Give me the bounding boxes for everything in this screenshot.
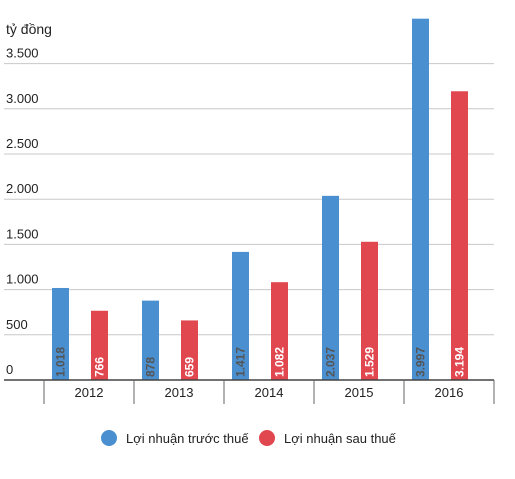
data-label: 1.417 — [234, 347, 248, 377]
bar — [52, 287, 69, 380]
x-tick-label: 2016 — [435, 385, 464, 400]
data-label: 1.018 — [54, 347, 68, 377]
y-axis-ticks: 0 500 1.000 1.500 2.000 2.500 3.000 3.500 — [6, 46, 39, 377]
bar — [232, 251, 249, 380]
x-tick-label: 2015 — [345, 385, 374, 400]
x-tick-label: 2012 — [75, 385, 104, 400]
y-tick-label: 0 — [6, 362, 13, 377]
y-tick-label: 3.000 — [6, 91, 39, 106]
y-tick-label: 500 — [6, 317, 28, 332]
x-tick-label: 2013 — [165, 385, 194, 400]
data-label: 659 — [183, 357, 197, 377]
x-axis: 2012 2013 2014 2015 2016 — [4, 379, 495, 404]
y-tick-label: 3.500 — [6, 46, 39, 61]
bar — [412, 18, 429, 380]
data-label: 3.194 — [453, 347, 467, 377]
grid-lines — [4, 63, 494, 336]
data-label: 2.037 — [324, 347, 338, 377]
bar — [361, 241, 378, 380]
bar — [271, 282, 288, 380]
y-tick-label: 1.500 — [6, 226, 39, 241]
legend-marker — [259, 430, 275, 446]
data-label: 878 — [144, 357, 158, 377]
data-label: 766 — [93, 357, 107, 377]
y-axis-label: tỷ đồng — [6, 21, 52, 37]
bar — [181, 320, 198, 380]
bar — [451, 91, 468, 381]
legend: Lợi nhuận trước thuế Lợi nhuận sau thuế — [101, 430, 397, 446]
data-label: 1.529 — [363, 347, 377, 377]
x-tick-label: 2014 — [255, 385, 284, 400]
bars: 1.018 878 1.417 2.037 3.997 766 659 1.082 1.529 3… — [52, 18, 468, 381]
y-tick-label: 2.500 — [6, 136, 39, 151]
y-tick-label: 1.000 — [6, 272, 39, 287]
legend-label: Lợi nhuận sau thuế — [284, 431, 397, 446]
bar — [322, 195, 339, 380]
y-tick-label: 2.000 — [6, 181, 39, 196]
bar — [91, 310, 108, 380]
bar — [142, 300, 159, 380]
data-label: 1.082 — [273, 347, 287, 377]
data-label: 3.997 — [414, 347, 428, 377]
legend-label: Lợi nhuận trước thuế — [126, 431, 249, 446]
legend-marker — [101, 430, 117, 446]
